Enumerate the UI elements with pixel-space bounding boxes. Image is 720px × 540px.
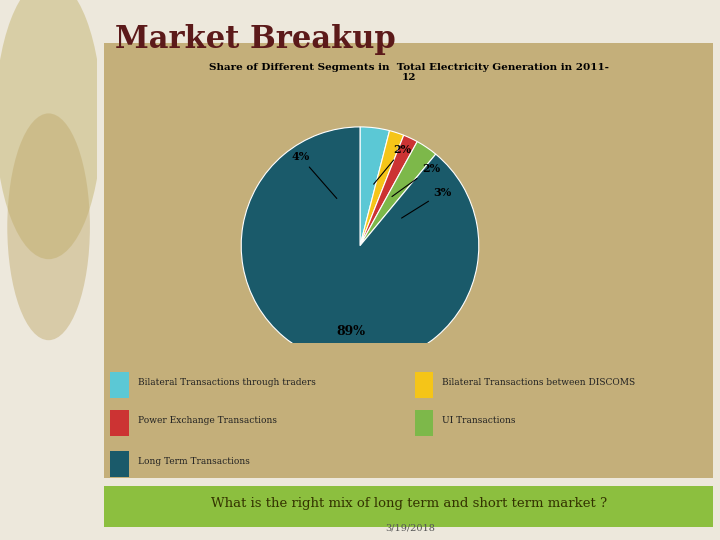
Text: 2%: 2% (374, 144, 411, 184)
Text: 89%: 89% (336, 325, 365, 338)
Text: UI Transactions: UI Transactions (442, 416, 516, 426)
Wedge shape (360, 127, 390, 246)
FancyBboxPatch shape (110, 450, 129, 477)
Wedge shape (360, 141, 436, 246)
FancyBboxPatch shape (110, 372, 129, 399)
Text: Power Exchange Transactions: Power Exchange Transactions (138, 416, 277, 426)
Ellipse shape (7, 113, 90, 340)
FancyBboxPatch shape (110, 410, 129, 436)
Text: 2%: 2% (392, 163, 440, 197)
Wedge shape (360, 131, 404, 246)
Text: What is the right mix of long term and short term market ?: What is the right mix of long term and s… (210, 496, 607, 510)
Ellipse shape (0, 0, 102, 259)
Wedge shape (360, 135, 417, 246)
FancyBboxPatch shape (415, 372, 433, 399)
Text: Bilateral Transactions through traders: Bilateral Transactions through traders (138, 379, 316, 387)
Wedge shape (241, 127, 479, 364)
Text: Share of Different Segments in  Total Electricity Generation in 2011-
12: Share of Different Segments in Total Ele… (209, 63, 608, 82)
Text: Market Breakup: Market Breakup (115, 24, 396, 55)
Ellipse shape (204, 366, 516, 384)
Text: 3/19/2018: 3/19/2018 (385, 524, 436, 533)
Text: 3%: 3% (402, 187, 452, 218)
FancyBboxPatch shape (415, 410, 433, 436)
Text: 4%: 4% (291, 151, 337, 199)
Text: Bilateral Transactions between DISCOMS: Bilateral Transactions between DISCOMS (442, 379, 635, 387)
Text: Long Term Transactions: Long Term Transactions (138, 457, 250, 466)
